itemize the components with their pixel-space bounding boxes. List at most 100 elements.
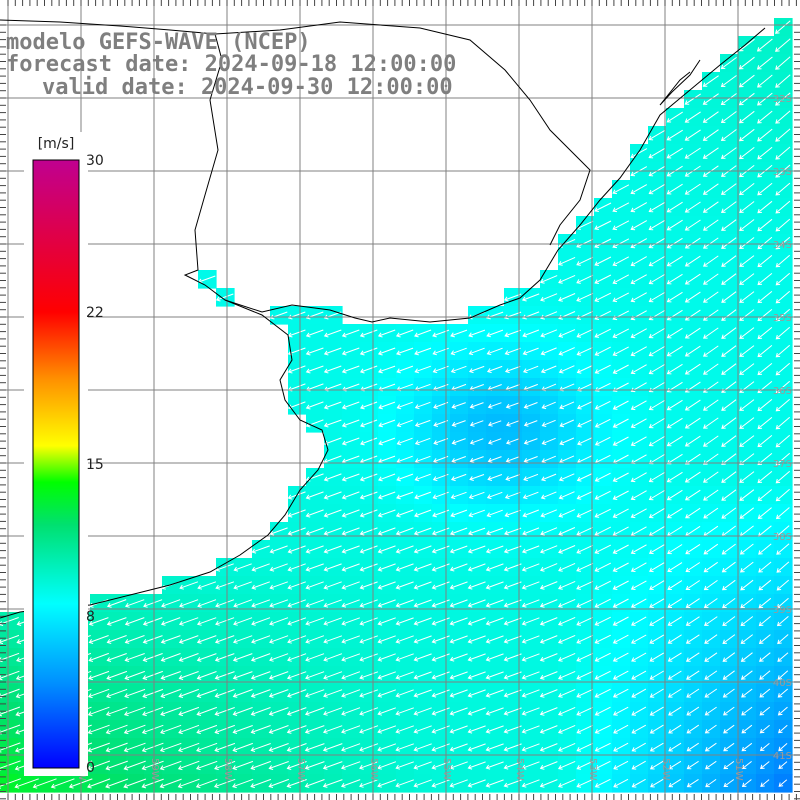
wind-arrow	[613, 760, 629, 770]
wind-arrow	[177, 760, 200, 771]
wind-arrow	[177, 778, 200, 789]
wind-arrow	[395, 545, 414, 554]
wind-arrow	[666, 489, 683, 501]
wind-arrow	[612, 238, 630, 249]
wind-arrow	[723, 760, 735, 770]
wind-arrow	[395, 707, 414, 716]
wind-arrow	[304, 761, 325, 770]
wind-arrow	[702, 201, 719, 213]
wind-arrow	[739, 255, 755, 267]
wind-arrow	[557, 652, 576, 662]
wind-arrow	[576, 292, 594, 302]
wind-arrow	[775, 110, 791, 124]
wind-arrow	[594, 508, 611, 518]
wind-arrow	[286, 761, 307, 770]
wind-arrow	[124, 670, 145, 681]
wind-arrow	[269, 599, 289, 608]
wind-arrow	[467, 635, 486, 644]
wind-arrow	[395, 617, 414, 626]
wind-arrow	[195, 778, 218, 789]
wind-arrow	[378, 419, 396, 428]
wind-arrow	[756, 56, 773, 70]
wind-arrow	[504, 347, 521, 356]
wind-arrow	[87, 724, 110, 735]
wind-arrow	[377, 617, 396, 626]
wind-arrow	[630, 490, 647, 501]
wind-arrow	[686, 778, 699, 788]
wind-arrow	[739, 219, 755, 232]
wind-arrow	[775, 200, 791, 214]
wind-arrow	[594, 562, 612, 572]
wind-arrow	[630, 220, 648, 231]
wind-arrow	[504, 491, 521, 500]
wind-arrow	[88, 652, 109, 662]
wind-arrow	[106, 599, 127, 608]
wind-arrow	[521, 599, 540, 608]
wind-arrow	[648, 418, 665, 429]
wind-arrow	[668, 778, 682, 788]
wind-arrow	[648, 129, 666, 141]
wind-arrow	[214, 707, 235, 716]
wind-arrow	[667, 616, 682, 626]
wind-arrow	[668, 706, 682, 716]
wind-arrow	[521, 743, 540, 752]
wind-arrow	[215, 617, 235, 626]
wind-arrow	[758, 561, 772, 573]
wind-arrow	[449, 689, 468, 698]
wind-arrow	[576, 616, 594, 626]
wind-arrow	[741, 742, 753, 752]
wind-arrow	[87, 706, 110, 717]
wind-arrow	[413, 599, 432, 608]
wind-arrow	[666, 129, 683, 141]
wind-arrow	[486, 527, 504, 536]
wind-arrow	[196, 742, 218, 753]
wind-arrow	[451, 456, 466, 463]
wind-arrow	[87, 742, 110, 753]
wind-arrow	[739, 471, 755, 483]
wind-arrow	[777, 670, 789, 680]
wind-arrow	[739, 201, 755, 214]
wind-arrow	[721, 489, 737, 501]
wind-arrow	[0, 634, 20, 645]
wind-arrow	[741, 724, 753, 734]
wind-arrow	[340, 761, 361, 770]
wind-arrow	[631, 742, 646, 752]
wind-arrow	[649, 562, 665, 573]
wind-arrow	[685, 543, 701, 555]
wind-arrow	[539, 581, 558, 590]
wind-arrow	[521, 779, 540, 788]
wind-arrow	[268, 743, 289, 752]
wind-arrow	[377, 545, 396, 554]
wind-arrow	[630, 472, 647, 483]
wind-arrow	[322, 743, 343, 752]
wind-arrow	[684, 111, 701, 123]
wind-arrow	[323, 509, 342, 518]
wind-arrow	[160, 617, 181, 626]
wind-arrow	[576, 706, 594, 716]
wind-arrow	[178, 706, 200, 717]
wind-arrow	[486, 509, 503, 518]
lon-label: 52W	[660, 758, 671, 781]
wind-arrow	[704, 688, 718, 698]
wind-arrow	[723, 742, 735, 752]
wind-arrow	[251, 635, 271, 644]
wind-arrow	[684, 93, 701, 105]
wind-arrow	[305, 527, 324, 536]
wind-arrow	[159, 760, 182, 771]
wind-arrow	[721, 399, 737, 411]
wind-arrow	[613, 706, 629, 716]
wind-arrow	[87, 778, 111, 789]
wind-arrow	[323, 329, 342, 338]
wind-arrow	[323, 689, 343, 698]
wind-arrow	[305, 491, 324, 500]
wind-arrow	[160, 706, 182, 717]
wind-arrow	[594, 202, 612, 212]
wind-arrow	[396, 437, 413, 446]
wind-arrow	[702, 327, 719, 339]
wind-arrow	[250, 689, 271, 698]
wind-arrow	[666, 399, 683, 411]
wind-arrow	[341, 563, 360, 572]
wind-arrow	[558, 562, 576, 572]
wind-arrow	[268, 725, 289, 734]
wind-arrow	[177, 742, 200, 753]
